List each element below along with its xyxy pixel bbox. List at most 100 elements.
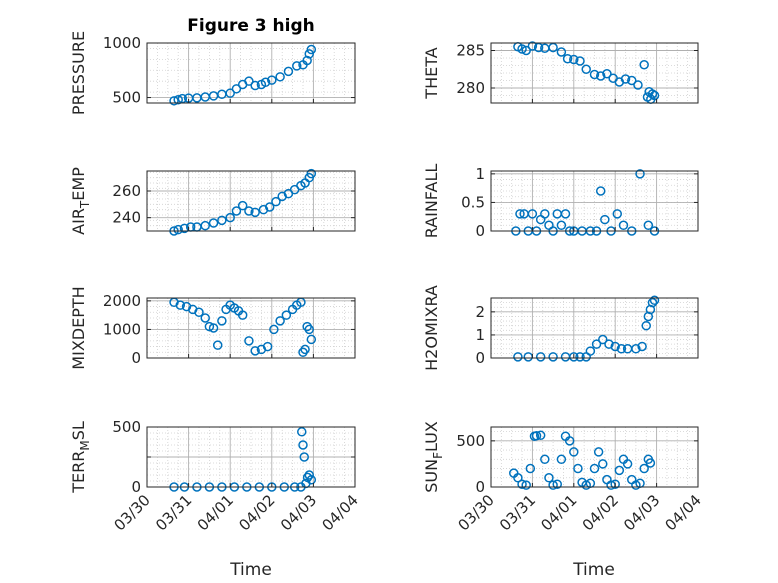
data-point bbox=[556, 47, 567, 57]
data-point bbox=[589, 69, 600, 80]
y-tick-label: 0.5 bbox=[461, 193, 485, 211]
figure-title: Figure 3 high bbox=[187, 16, 315, 36]
data-point bbox=[244, 76, 254, 86]
data-point bbox=[231, 206, 242, 216]
data-point bbox=[513, 473, 523, 483]
data-point bbox=[299, 452, 309, 462]
data-point bbox=[575, 56, 585, 66]
data-point bbox=[649, 90, 660, 101]
data-point bbox=[517, 479, 527, 489]
data-point bbox=[208, 323, 219, 333]
subplot-air-temp: 240 260 AIRTEMP bbox=[69, 167, 356, 236]
data-point bbox=[217, 316, 227, 326]
y-tick-label: 500 bbox=[112, 89, 141, 107]
data-point bbox=[639, 463, 649, 474]
data-series bbox=[513, 295, 660, 362]
data-point bbox=[562, 54, 573, 64]
data-point bbox=[225, 88, 235, 98]
data-point bbox=[649, 295, 660, 306]
data-point bbox=[306, 475, 317, 485]
data-point bbox=[250, 207, 260, 218]
y-tick-label: 0 bbox=[475, 349, 485, 367]
y-tick-label: 0 bbox=[131, 349, 141, 367]
data-point bbox=[573, 463, 583, 474]
y-tick-label: 0 bbox=[131, 478, 141, 496]
data-point bbox=[244, 336, 254, 346]
data-point bbox=[564, 436, 575, 446]
x-tick-label: 03/30 bbox=[455, 491, 498, 534]
data-point bbox=[231, 84, 242, 94]
data-point bbox=[595, 186, 606, 196]
data-point bbox=[200, 220, 210, 231]
y-tick-label: 500 bbox=[456, 432, 485, 450]
y-axis-label: PRESSURE bbox=[69, 31, 88, 115]
axes-box bbox=[146, 170, 356, 232]
data-point bbox=[569, 447, 579, 457]
data-point bbox=[264, 202, 275, 212]
y-tick-label: 1000 bbox=[103, 320, 141, 338]
data-point bbox=[300, 344, 310, 355]
data-point bbox=[647, 89, 658, 99]
data-point bbox=[271, 196, 281, 207]
y-axis-label: RAINFALL bbox=[422, 164, 441, 239]
data-point bbox=[552, 479, 562, 489]
data-point bbox=[275, 72, 285, 82]
y-tick-label: 500 bbox=[112, 418, 141, 436]
data-point bbox=[614, 465, 625, 476]
data-point bbox=[589, 463, 600, 474]
data-point bbox=[585, 346, 596, 356]
data-point bbox=[569, 54, 579, 65]
y-tick-label: 1 bbox=[475, 165, 485, 183]
subplot-pressure: 500 1000 PRESSURE bbox=[69, 31, 356, 115]
data-point bbox=[569, 352, 579, 362]
y-tick-label: 1 bbox=[475, 326, 485, 344]
data-point bbox=[304, 49, 314, 59]
data-point bbox=[521, 480, 531, 490]
y-tick-label: 280 bbox=[456, 79, 485, 97]
data-point bbox=[527, 209, 538, 219]
data-point bbox=[306, 334, 317, 345]
data-point bbox=[212, 340, 223, 350]
data-point bbox=[304, 324, 314, 335]
data-point bbox=[237, 200, 248, 211]
data-point bbox=[591, 339, 602, 349]
x-tick-label: 04/03 bbox=[277, 491, 320, 534]
data-point bbox=[595, 71, 606, 81]
x-axis-label-right: Time bbox=[572, 560, 615, 580]
y-axis-label: AIRTEMP bbox=[69, 167, 92, 235]
axes-box bbox=[490, 42, 699, 104]
data-series bbox=[509, 430, 656, 490]
data-point bbox=[620, 74, 631, 84]
data-point bbox=[548, 352, 558, 362]
y-tick-label: 285 bbox=[456, 42, 485, 60]
data-point bbox=[250, 346, 260, 356]
data-point bbox=[169, 96, 179, 106]
x-tick-label: 03/31 bbox=[496, 491, 539, 534]
data-point bbox=[616, 344, 627, 354]
data-point bbox=[281, 310, 292, 320]
data-point bbox=[194, 307, 204, 318]
data-point bbox=[306, 168, 317, 179]
data-point bbox=[618, 220, 629, 231]
data-point bbox=[267, 75, 277, 85]
data-point bbox=[204, 321, 215, 332]
data-point bbox=[275, 316, 285, 326]
data-point bbox=[292, 61, 302, 71]
data-point bbox=[260, 77, 271, 88]
data-series bbox=[513, 41, 660, 104]
data-point bbox=[575, 352, 585, 362]
data-point bbox=[200, 313, 210, 323]
data-point bbox=[647, 297, 658, 308]
subplot-h2omixra: 0 1 2 H2OMIXRA bbox=[422, 285, 699, 371]
data-point bbox=[544, 473, 554, 483]
data-point bbox=[513, 352, 523, 362]
y-axis-label: TERRMSL bbox=[69, 421, 92, 494]
x-tick-label: 03/31 bbox=[152, 491, 195, 534]
data-point bbox=[525, 463, 536, 474]
data-point bbox=[602, 69, 612, 79]
data-point bbox=[535, 430, 546, 441]
y-axis-label: H2OMIXRA bbox=[422, 285, 441, 371]
data-point bbox=[527, 41, 538, 51]
